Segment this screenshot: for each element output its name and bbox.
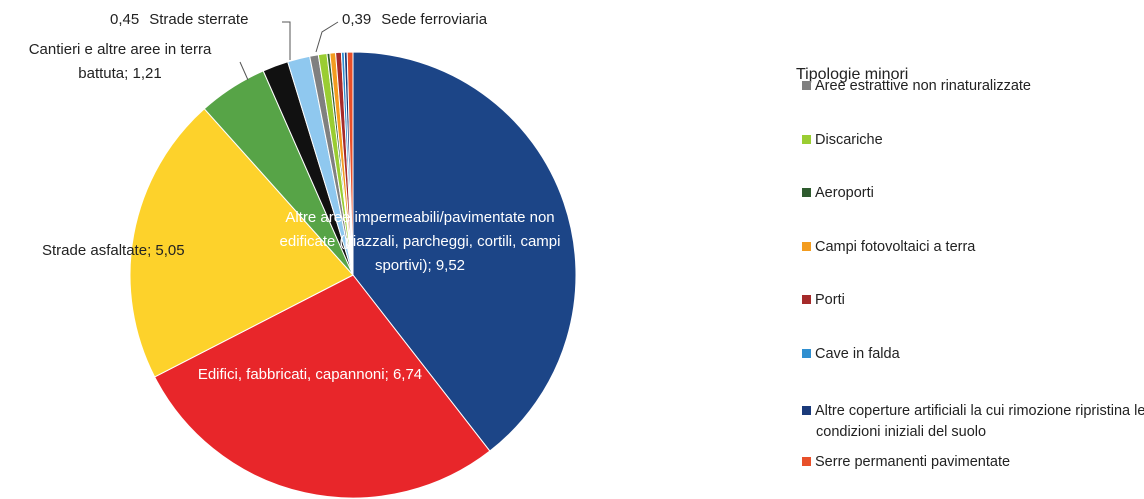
legend-label: Aree estrattive non rinaturalizzate [815, 78, 1031, 94]
legend-entry: Aree estrattive non rinaturalizzate [802, 76, 1144, 97]
data-label: 0,45 Strade sterrate [110, 8, 310, 32]
data-label: Edifici, fabbricati, capannoni; 6,74 [170, 363, 450, 387]
legend-entry: Altre coperture artificiali la cui rimoz… [802, 401, 1144, 443]
leader-line [282, 21, 291, 60]
legend-swatch [802, 406, 811, 415]
pie-slice [352, 51, 577, 452]
legend-swatch [802, 242, 811, 251]
legend-label: Cave in falda [815, 346, 900, 362]
legend-entry: Serre permanenti pavimentate [802, 452, 1144, 473]
label-separator: ; [427, 257, 436, 274]
label-category: Altre aree impermeabili/pavimentate non … [279, 209, 561, 274]
legend-label: Porti [815, 292, 845, 308]
label-category: Strade sterrate [149, 11, 249, 28]
leader-lines [239, 21, 339, 81]
legend-swatch [802, 349, 811, 358]
leader-line [239, 61, 249, 81]
legend-label: Serre permanenti pavimentate [815, 454, 1011, 470]
leader-line [315, 21, 339, 53]
label-separator: ; [147, 242, 156, 259]
legend-swatch [802, 81, 811, 90]
legend-swatch [802, 135, 811, 144]
pie-slice [129, 108, 354, 378]
label-category: Edifici, fabbricati, capannoni [197, 366, 385, 383]
label-value: 1,21 [132, 65, 162, 82]
label-value: 0,45 [110, 11, 140, 28]
legend-entry: Cave in falda [802, 344, 1144, 365]
legend-entry: Aeroporti [802, 183, 1144, 204]
legend-label: Aeroporti [815, 185, 874, 201]
legend-label: Campi fotovoltaici a terra [815, 239, 976, 255]
legend-swatch [802, 295, 811, 304]
label-value: 9,52 [435, 257, 466, 274]
label-category: Sede ferroviaria [381, 11, 488, 28]
legend-entry: Campi fotovoltaici a terra [802, 237, 1144, 258]
data-label: 0,39 Sede ferroviaria [342, 8, 562, 32]
legend-swatch [802, 188, 811, 197]
label-category: Cantieri e altre aree in terra battuta [28, 41, 212, 82]
data-label: Cantieri e altre aree in terra battuta; … [0, 38, 240, 86]
label-value: 5,05 [155, 242, 185, 259]
legend-title: Tipologie minori [796, 66, 909, 83]
pie-slice [154, 274, 491, 499]
legend-swatch [802, 457, 811, 466]
legend-label: Discariche [815, 132, 883, 148]
label-separator: ; [124, 65, 133, 82]
label-value: 0,39 [342, 11, 372, 28]
legend-entry: Porti [802, 290, 1144, 311]
pie-slice [346, 51, 354, 276]
label-category: Strade asfaltate [42, 242, 148, 259]
legend-entry: Discariche [802, 130, 1144, 151]
data-label: Strade asfaltate; 5,05 [42, 239, 302, 263]
legend-label: Altre coperture artificiali la cui rimoz… [815, 403, 1144, 440]
data-label: Altre aree impermeabili/pavimentate non … [262, 206, 578, 278]
label-value: 6,74 [392, 366, 423, 383]
label-separator: ; [384, 366, 393, 383]
